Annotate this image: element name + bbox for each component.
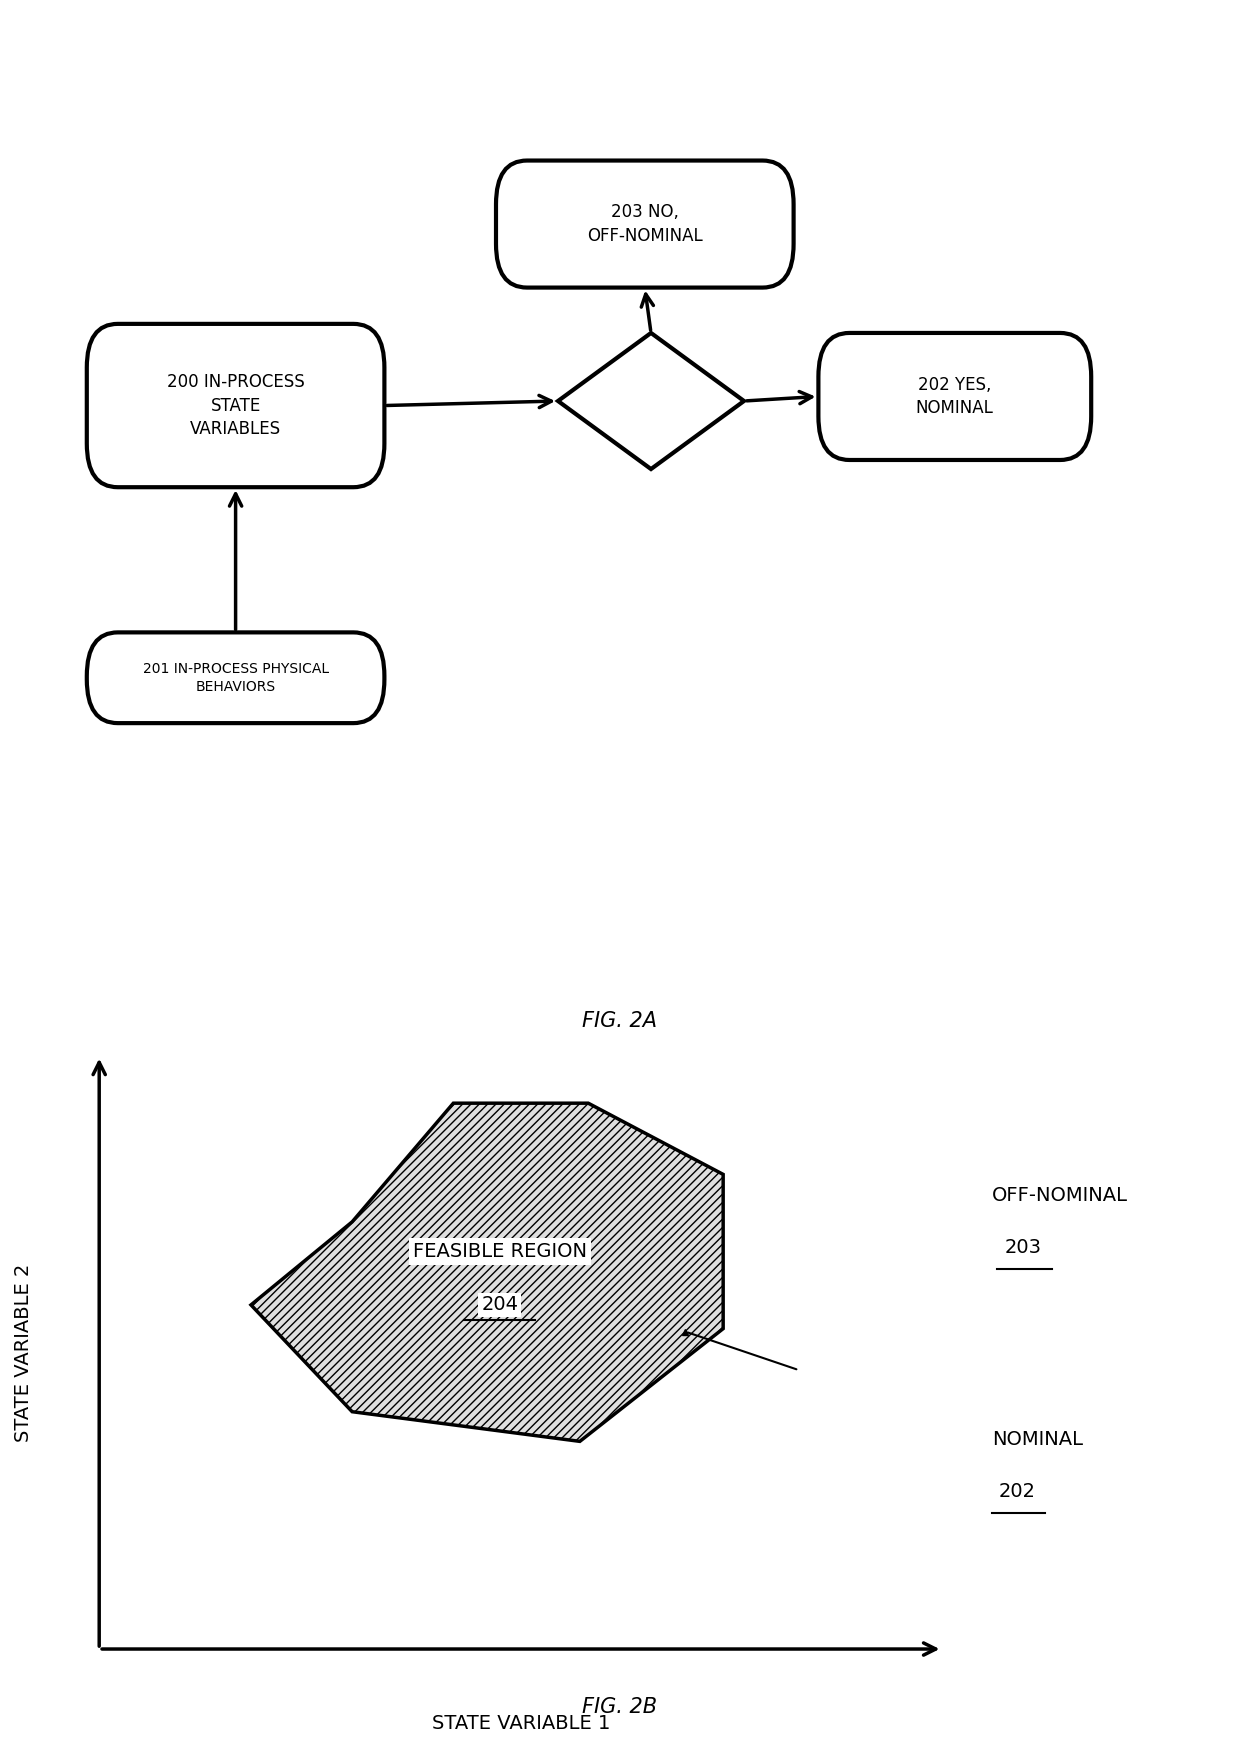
Text: STATE VARIABLE 2: STATE VARIABLE 2 xyxy=(14,1263,32,1441)
Text: 203 NO,
OFF-NOMINAL: 203 NO, OFF-NOMINAL xyxy=(587,202,703,244)
Text: FIG. 2A: FIG. 2A xyxy=(583,1010,657,1031)
Text: 203: 203 xyxy=(1004,1239,1042,1256)
Text: FEASIBLE REGION: FEASIBLE REGION xyxy=(413,1242,587,1262)
FancyBboxPatch shape xyxy=(87,325,384,487)
Text: 202: 202 xyxy=(998,1483,1035,1501)
Text: 204: 204 xyxy=(481,1295,518,1314)
Text: 202 YES,
NOMINAL: 202 YES, NOMINAL xyxy=(916,375,993,417)
Text: FIG. 2B: FIG. 2B xyxy=(583,1696,657,1717)
Text: 200 IN-PROCESS
STATE
VARIABLES: 200 IN-PROCESS STATE VARIABLES xyxy=(166,373,305,438)
FancyBboxPatch shape xyxy=(496,161,794,288)
Polygon shape xyxy=(558,333,744,469)
Text: 201 IN-PROCESS PHYSICAL
BEHAVIORS: 201 IN-PROCESS PHYSICAL BEHAVIORS xyxy=(143,661,329,695)
Text: NOMINAL: NOMINAL xyxy=(992,1431,1083,1448)
Text: STATE VARIABLE 1: STATE VARIABLE 1 xyxy=(432,1714,610,1733)
FancyBboxPatch shape xyxy=(818,333,1091,461)
Text: OFF-NOMINAL: OFF-NOMINAL xyxy=(992,1187,1128,1204)
Polygon shape xyxy=(250,1103,723,1441)
FancyBboxPatch shape xyxy=(87,632,384,722)
